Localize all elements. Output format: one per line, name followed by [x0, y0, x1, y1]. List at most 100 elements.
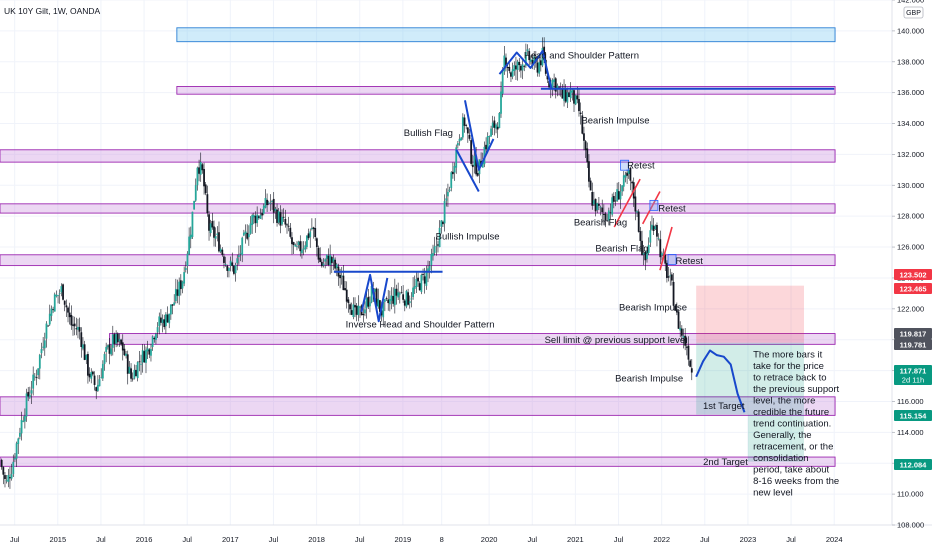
candle-body: [138, 361, 141, 363]
note-line: 8-16 weeks from the: [753, 476, 839, 487]
grid: [0, 0, 892, 526]
candle-body: [397, 292, 400, 298]
candle-body: [108, 344, 111, 354]
price-badge: [894, 269, 932, 280]
candle-body: [634, 196, 637, 212]
candle-body: [10, 474, 13, 479]
candle-body: [87, 354, 89, 376]
candle-body: [143, 351, 146, 363]
candle-body: [287, 225, 290, 227]
candle-body: [639, 231, 642, 241]
candle-body: [214, 236, 217, 239]
candle-body: [437, 244, 439, 246]
candle-body: [493, 120, 496, 128]
candle-body: [408, 301, 411, 304]
candle-body: [508, 66, 511, 71]
candle-body: [382, 301, 385, 318]
candle-body: [226, 265, 229, 271]
candle-body: [196, 167, 199, 186]
candle-body: [105, 346, 108, 352]
candle-body: [296, 246, 298, 248]
candle-body: [168, 313, 171, 324]
candle-body: [90, 371, 93, 379]
candle-body: [344, 288, 346, 291]
price-tick-label: 122.000: [897, 304, 924, 313]
candle-body: [135, 369, 137, 377]
candle-body: [481, 162, 484, 168]
candle-body: [531, 59, 534, 66]
candle-body: [460, 137, 463, 141]
candle-body: [223, 256, 225, 263]
chart-title: UK 10Y Gilt, 1W, OANDA: [4, 6, 101, 16]
candle-body: [5, 480, 8, 482]
candle-body: [539, 60, 542, 66]
candle-body: [38, 354, 41, 369]
candle-body: [319, 257, 322, 263]
candle-body: [242, 232, 245, 236]
annotation-label: Bullish Impulse: [436, 231, 500, 242]
candle-body: [55, 294, 58, 297]
candle-body: [626, 172, 628, 176]
candle-body: [279, 212, 282, 226]
annotation-label: Bearish Flag: [595, 244, 648, 255]
candle-body: [554, 78, 557, 92]
candle-body: [597, 203, 600, 206]
candle-body: [403, 300, 406, 306]
candle-body: [448, 189, 451, 192]
candle-body: [57, 294, 59, 296]
candle-body: [548, 80, 551, 88]
candle-body: [654, 226, 657, 229]
candle-body: [578, 99, 580, 112]
candle-body: [274, 208, 277, 211]
pattern-line: [463, 100, 495, 171]
candle-body: [602, 214, 605, 215]
candle-body: [420, 274, 423, 292]
currency-box[interactable]: [903, 6, 924, 19]
candle-body: [60, 286, 63, 293]
candle-body: [574, 95, 577, 105]
candle-body: [163, 319, 166, 328]
annotation-label: Inverse Head and Shoulder Pattern: [346, 319, 495, 330]
candle-body: [181, 281, 184, 289]
candle-body: [65, 305, 68, 308]
candle-body: [9, 477, 11, 479]
candle-body: [281, 216, 283, 225]
candle-body: [573, 90, 575, 104]
candle-body: [121, 342, 124, 351]
candle-body: [150, 349, 152, 356]
annotation-label: Bullish Flag: [404, 128, 453, 139]
candle-body: [27, 391, 30, 397]
candle-body: [224, 264, 227, 265]
candle-body: [126, 354, 129, 374]
time-axis[interactable]: Jul 2015 Jul 2016 Jul 2017 Jul 2018 Jul 2019 8 2020…: [10, 535, 843, 544]
resistance-zone: [176, 27, 836, 43]
candle-body: [496, 126, 499, 130]
candle-body: [642, 253, 645, 255]
candle-body: [92, 371, 94, 375]
candle-body: [118, 339, 121, 342]
candle-body: [624, 174, 627, 178]
candle-body: [110, 348, 113, 355]
candle-body: [417, 277, 419, 282]
candle-body: [299, 241, 302, 252]
price-tick-label: 108.000: [897, 521, 924, 530]
candle-body: [261, 212, 264, 216]
candle-body: [647, 244, 650, 253]
candle-body: [407, 292, 410, 305]
candle-body: [579, 112, 582, 114]
bearish-flag-line: [641, 191, 661, 225]
candle-body: [661, 253, 663, 256]
candle-body: [340, 275, 343, 277]
price-tick-label: 126.000: [897, 243, 924, 252]
candle-body: [0, 459, 3, 468]
candle-body: [425, 270, 428, 286]
note-line: Generally, the: [753, 430, 811, 441]
note-line: the previous support: [753, 384, 839, 395]
candle-body: [284, 218, 287, 225]
candle-body: [510, 72, 512, 77]
zones: [0, 27, 836, 467]
candle-body: [551, 79, 554, 90]
candle-body: [659, 239, 662, 258]
